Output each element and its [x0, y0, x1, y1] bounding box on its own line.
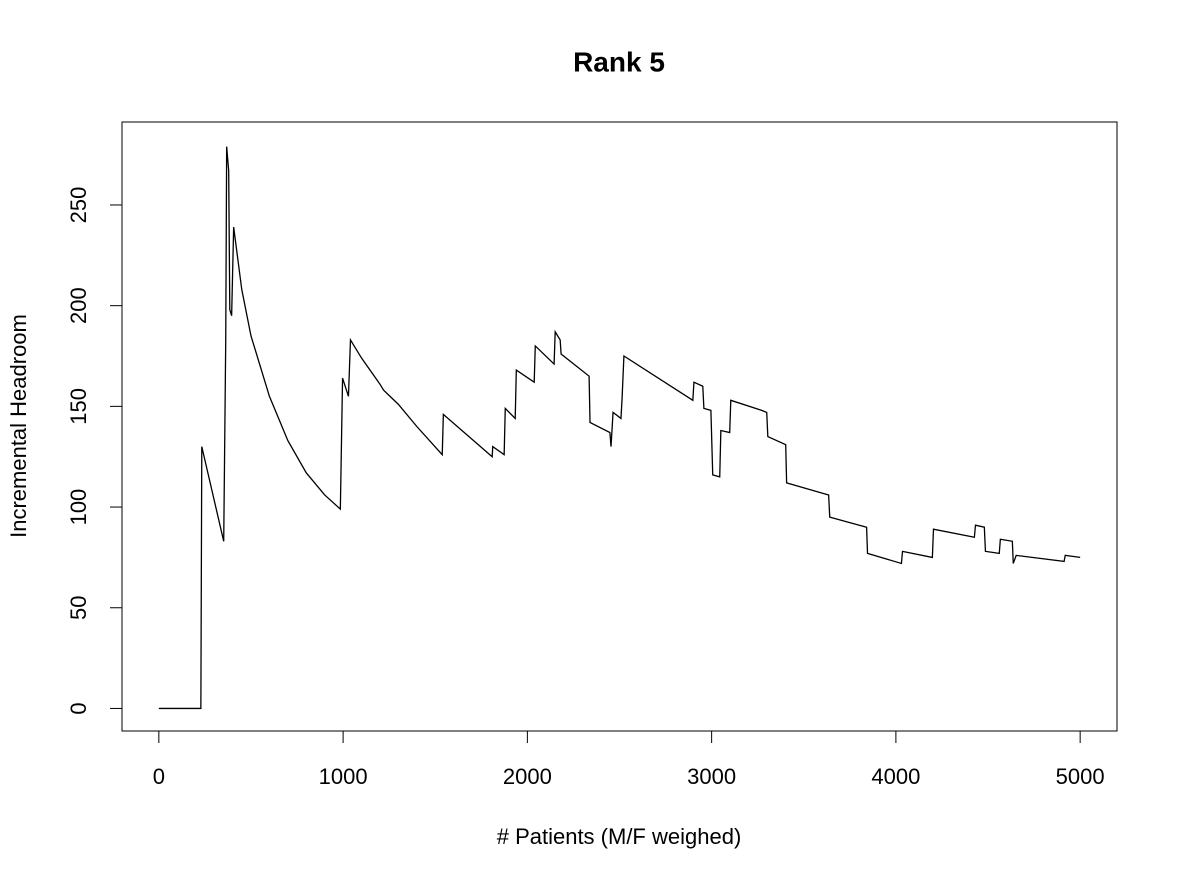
- x-tick-label: 2000: [503, 764, 552, 789]
- x-tick-label: 4000: [871, 764, 920, 789]
- x-tick-label: 1000: [319, 764, 368, 789]
- chart-title: Rank 5: [573, 46, 665, 77]
- y-axis-label: Incremental Headroom: [6, 314, 31, 538]
- x-axis-label: # Patients (M/F weighed): [497, 824, 742, 849]
- y-tick-label: 0: [66, 702, 91, 714]
- plot-box: [121, 121, 1118, 732]
- data-line: [158, 146, 1081, 710]
- y-tick-label: 100: [66, 489, 91, 526]
- x-tick-label: 3000: [687, 764, 736, 789]
- y-tick-label: 200: [66, 287, 91, 324]
- x-tick-label: 0: [153, 764, 165, 789]
- y-tick-label: 150: [66, 388, 91, 425]
- y-tick-label: 50: [66, 596, 91, 620]
- x-tick-label: 5000: [1056, 764, 1105, 789]
- y-tick-label: 250: [66, 187, 91, 224]
